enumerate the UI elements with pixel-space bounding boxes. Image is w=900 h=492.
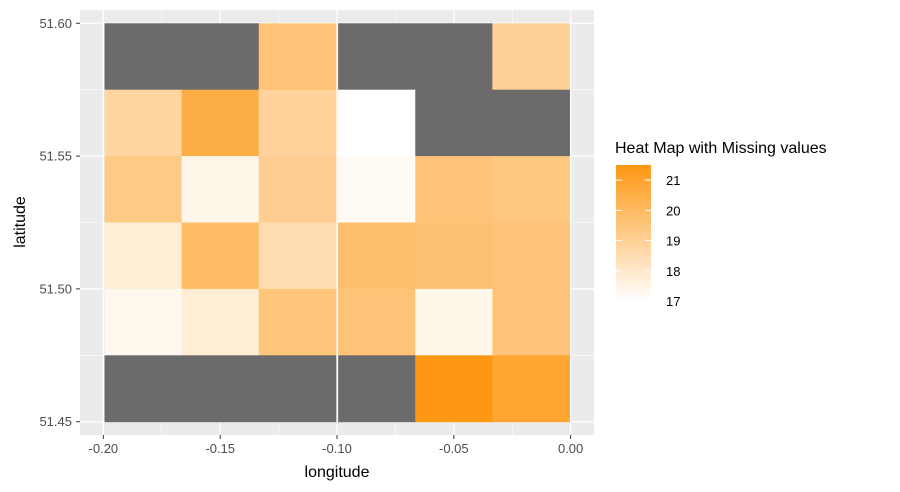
x-axis: -0.20 -0.15 -0.10 -0.05 0.00 — [89, 435, 583, 456]
heatmap-cell — [181, 288, 260, 356]
heatmap-cell — [492, 355, 570, 423]
legend-title: Heat Map with Missing values — [615, 140, 827, 157]
x-tick-label: -0.05 — [439, 441, 469, 456]
heatmap-cell — [258, 156, 337, 223]
heatmap-cell-missing — [181, 355, 260, 423]
heatmap-cell-missing — [415, 23, 493, 91]
x-axis-title: longitude — [305, 464, 370, 481]
heatmap-cell-missing — [104, 23, 183, 91]
y-tick-label: 51.55 — [39, 149, 72, 164]
heatmap-cell — [338, 222, 416, 290]
heatmap-cell-missing — [181, 23, 260, 91]
heatmap-cell — [415, 156, 493, 223]
y-tick-label: 51.60 — [39, 16, 72, 31]
legend: Heat Map with Missing values 17 18 19 20 21 — [615, 140, 827, 309]
heatmap-cell — [104, 156, 183, 223]
y-axis-title: latitude — [12, 196, 29, 248]
heatmap-cell — [104, 222, 183, 290]
heatmap-cell-missing — [338, 23, 416, 91]
legend-colorbar — [616, 165, 651, 301]
y-axis: 51.45 51.50 51.55 51.60 — [39, 16, 80, 429]
heatmap-cell — [258, 288, 337, 356]
heatmap-cell — [492, 222, 570, 290]
x-tick-label: 0.00 — [558, 441, 583, 456]
legend-label: 17 — [666, 294, 680, 309]
heatmap-cell — [104, 89, 183, 157]
x-tick-label: -0.20 — [89, 441, 119, 456]
x-tick-label: -0.10 — [322, 441, 352, 456]
x-tick-label: -0.15 — [205, 441, 235, 456]
heatmap-cell-missing — [492, 89, 570, 157]
heatmap-cell — [338, 156, 416, 223]
heatmap-cell — [104, 288, 183, 356]
heatmap-cell — [415, 288, 493, 356]
heatmap-cell — [492, 23, 570, 91]
heatmap-cell — [258, 23, 337, 91]
heatmap-cell — [181, 222, 260, 290]
heatmap-cell — [181, 156, 260, 223]
heatmap-cell — [492, 156, 570, 223]
legend-ticks: 17 18 19 20 21 — [616, 173, 680, 309]
legend-label: 18 — [666, 264, 680, 279]
heatmap-cell — [181, 89, 260, 157]
heatmap-cell — [258, 222, 337, 290]
y-tick-label: 51.50 — [39, 281, 72, 296]
heatmap-cell — [415, 355, 493, 423]
legend-label: 20 — [666, 203, 680, 218]
heatmap-cell-missing — [258, 355, 337, 423]
y-tick-label: 51.45 — [39, 414, 72, 429]
legend-label: 21 — [666, 173, 680, 188]
heatmap-cell — [492, 288, 570, 356]
heatmap-cell — [258, 89, 337, 157]
heatmap-cell — [338, 288, 416, 356]
legend-label: 19 — [666, 234, 680, 249]
heatmap-cell-missing — [104, 355, 183, 423]
heatmap-cell — [338, 89, 416, 157]
heatmap-cell-missing — [338, 355, 416, 423]
heatmap-cell — [415, 222, 493, 290]
heatmap-cells — [104, 23, 570, 423]
heatmap-cell-missing — [415, 89, 493, 157]
